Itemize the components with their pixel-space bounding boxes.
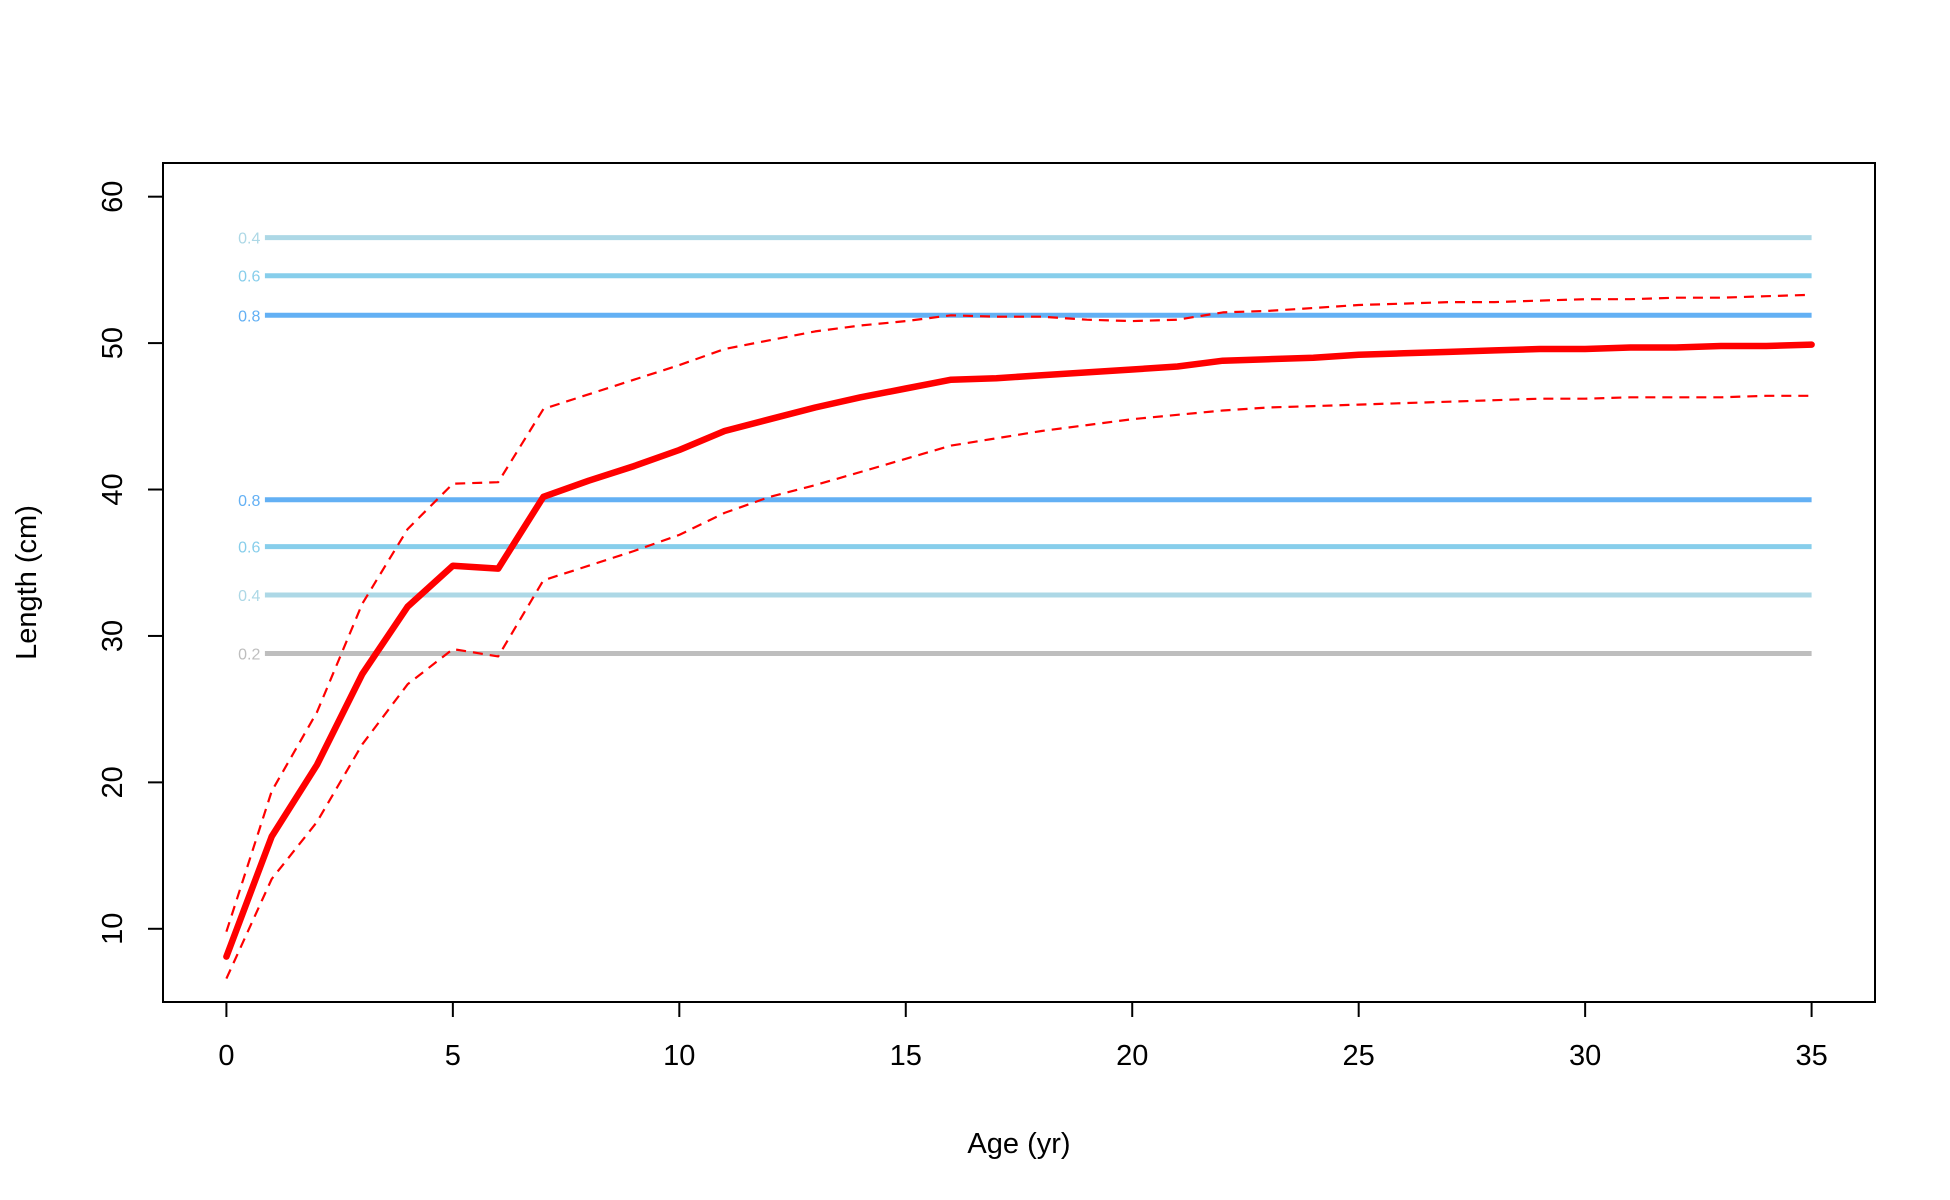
reference-line-label-0: 0.4 [238,231,260,248]
y-axis-title: Length (cm) [11,505,43,660]
y-tick-label-0: 10 [97,913,129,945]
series-line-0 [223,341,1815,960]
series-line-2 [225,394,1812,980]
x-tick-label-7: 35 [1795,1040,1827,1072]
y-tick-label-3: 40 [97,473,129,505]
x-tick-label-4: 20 [1116,1040,1148,1072]
x-tick-label-3: 15 [890,1040,922,1072]
reference-line-label-5: 0.4 [238,588,260,605]
series-lines [223,293,1815,980]
reference-line-label-6: 0.2 [238,647,260,664]
x-tick-label-0: 0 [218,1040,234,1072]
y-tick-label-2: 30 [97,620,129,652]
y-axis: 10 20 30 40 50 60 [97,181,164,945]
x-tick-label-2: 10 [663,1040,695,1072]
x-tick-label-6: 30 [1569,1040,1601,1072]
y-tick-label-5: 60 [97,181,129,213]
x-tick-label-5: 25 [1343,1040,1375,1072]
y-tick-label-1: 20 [97,766,129,798]
x-axis: 0 5 10 15 20 25 30 35 [218,1001,1828,1072]
x-tick-label-1: 5 [445,1040,461,1072]
reference-line-label-3: 0.8 [238,493,260,510]
y-tick-label-4: 50 [97,327,129,359]
reference-lines: 0.4 0.6 0.8 0.8 0.6 0.4 0.2 [238,231,1812,664]
x-axis-title: Age (yr) [967,1128,1070,1160]
reference-line-label-1: 0.6 [238,269,260,286]
reference-line-label-4: 0.6 [238,540,260,557]
reference-line-label-2: 0.8 [238,308,260,325]
series-line-1 [225,293,1812,933]
